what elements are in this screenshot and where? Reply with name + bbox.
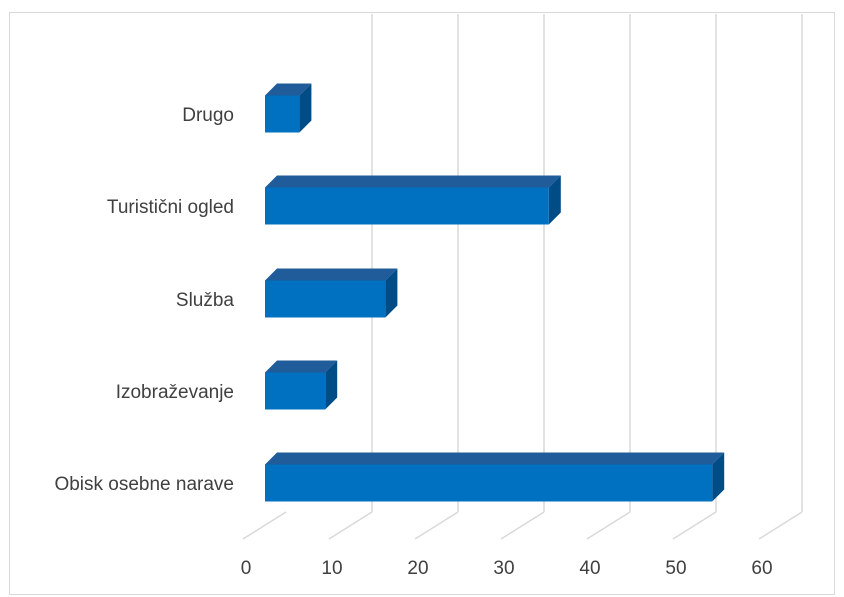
bar-0 [265,464,713,502]
bar-1 [265,372,326,410]
bar-top-0 [265,452,725,465]
bars [265,83,725,502]
x-tick-label-40: 40 [579,558,600,579]
x-tick-label-30: 30 [493,558,514,579]
bar-2 [265,280,386,318]
x-tick-label-0: 0 [241,558,252,579]
bar-top-1 [265,360,338,373]
gridlines [242,14,803,540]
bar-top-4 [265,83,312,96]
x-tick-label-60: 60 [751,558,772,579]
category-label-4: Drugo [182,105,234,126]
floor-gridline-40 [586,511,631,540]
bar-top-2 [265,268,398,281]
floor-gridline-10 [328,511,373,540]
floor-gridline-0 [242,511,287,540]
bar-side-2 [385,268,398,318]
bar-side-0 [712,452,725,502]
bar-4 [265,95,300,133]
x-tick-label-50: 50 [665,558,686,579]
category-labels: Obisk osebne narave Izobraževanje Služba Tu… [54,105,234,495]
category-label-0: Obisk osebne narave [54,474,234,495]
x-tick-labels: 0 10 20 30 40 50 60 [241,558,773,579]
floor-gridline-30 [500,511,545,540]
category-label-2: Služba [176,290,235,311]
bar-side-4 [299,83,312,133]
category-label-1: Izobraževanje [116,382,234,403]
bar-3 [265,187,549,225]
x-tick-label-10: 10 [321,558,342,579]
bar-side-3 [548,175,561,225]
bar-side-1 [325,360,338,410]
x-tick-label-20: 20 [407,558,428,579]
bar-top-3 [265,175,561,188]
chart-frame [9,12,835,595]
floor-gridline-50 [672,511,717,540]
category-label-3: Turistični ogled [107,197,234,218]
floor-gridline-60 [758,511,803,540]
floor-gridline-20 [414,511,459,540]
